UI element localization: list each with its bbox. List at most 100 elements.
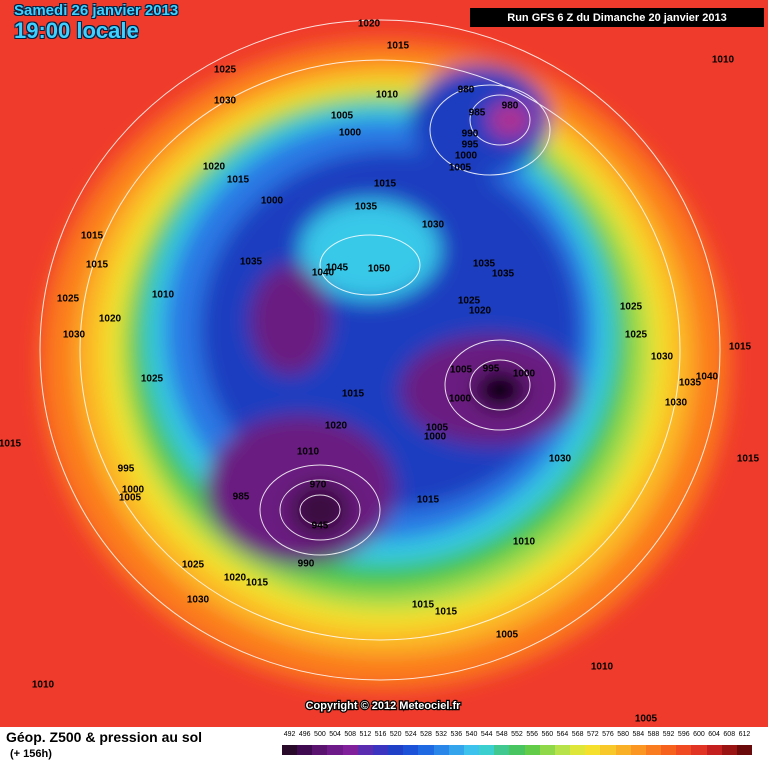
- scale-swatch: [357, 745, 373, 755]
- isobar-label: 1015: [729, 342, 752, 353]
- isobar-label: 1040: [312, 268, 335, 279]
- isobar: [259, 464, 381, 556]
- isobar: [79, 59, 681, 641]
- scale-swatch: [570, 745, 586, 755]
- scale-swatch: [706, 745, 722, 755]
- isobar-label: 1025: [141, 374, 164, 385]
- isobar-label: 1010: [591, 662, 614, 673]
- isobar-label: 1000: [122, 485, 145, 496]
- isobar-label: 1025: [57, 294, 80, 305]
- isobar-label: 1005: [331, 111, 354, 122]
- scale-label: 588: [647, 731, 660, 738]
- scale-label: 592: [662, 731, 675, 738]
- isobar-label: 1005: [119, 493, 142, 504]
- scale-swatch: [736, 745, 752, 755]
- isobar-label: 985: [233, 492, 250, 503]
- isobar-label: 1030: [549, 454, 572, 465]
- scale-swatch: [433, 745, 449, 755]
- scale-label: 520: [389, 731, 402, 738]
- date: Samedi 26 janvier 2013: [14, 2, 179, 19]
- isobar-label: 1000: [261, 196, 284, 207]
- isobar-label: 1020: [469, 306, 492, 317]
- scale-swatch: [388, 745, 404, 755]
- isobar-label: 995: [483, 364, 500, 375]
- scale-label: 536: [450, 731, 463, 738]
- isobar-label: 945: [312, 521, 329, 532]
- scale-swatch: [554, 745, 571, 755]
- band: [410, 65, 550, 175]
- isobar-label: 1010: [513, 537, 536, 548]
- scale-label: 500: [314, 731, 326, 738]
- isobar-label: 990: [462, 129, 479, 140]
- isobar-label: 1025: [182, 560, 205, 571]
- isobar-label: 1015: [435, 607, 458, 618]
- isobar: [299, 494, 341, 526]
- isobar-label: 1015: [417, 495, 440, 506]
- isobar-label: 1030: [214, 96, 237, 107]
- isobar-label: 995: [462, 140, 479, 151]
- isobar-label: 1030: [422, 220, 445, 231]
- scale-swatch: [661, 745, 677, 755]
- scale-swatch: [312, 745, 328, 755]
- band: [300, 200, 440, 300]
- scale-label: 544: [480, 731, 493, 738]
- color-scale: 492 496 500 504 508 512 516 520 524 528 532 536 540 5…: [282, 731, 752, 763]
- isobar-label: 1035: [473, 259, 496, 270]
- scale-label: 560: [541, 731, 554, 738]
- isobar-label: 1010: [376, 90, 399, 101]
- legend-subtitle: (+ 156h): [10, 748, 52, 760]
- isobars: [39, 19, 721, 681]
- isobar-label: 1015: [246, 578, 269, 589]
- scale-label: 532: [435, 731, 448, 738]
- isobar-label: 1015: [374, 179, 397, 190]
- isobar-label: 1015: [412, 600, 435, 611]
- scale-swatch: [342, 745, 358, 755]
- isobar-label: 1010: [32, 680, 55, 691]
- isobar-label: 1030: [665, 398, 688, 409]
- scale-label: 612: [738, 731, 751, 738]
- scale-swatch: [585, 745, 601, 755]
- time: 19:00 locale: [14, 18, 139, 43]
- isobar-label: 1040: [696, 372, 719, 383]
- isobar-label: 1010: [152, 290, 175, 301]
- legend-title: Géop. Z500 & pression au sol: [6, 729, 203, 745]
- scale-label: 540: [465, 731, 478, 738]
- scale-label: 552: [511, 731, 523, 738]
- isobar-label: 980: [502, 101, 519, 112]
- isobar-label: 1000: [339, 128, 362, 139]
- isobar-label: 1050: [368, 264, 391, 275]
- isobar-label: 1010: [712, 55, 735, 66]
- isobar: [444, 339, 556, 431]
- isobar-label: 1035: [679, 378, 702, 389]
- isobar-label: 1005: [635, 714, 658, 725]
- legend-bar: Géop. Z500 & pression au sol (+ 156h) 49…: [0, 727, 768, 768]
- isobar-label: 1020: [224, 573, 247, 584]
- scale-label: 496: [298, 731, 311, 738]
- scale-label: 512: [359, 731, 372, 738]
- scale-swatch: [494, 745, 510, 755]
- scale-swatch: [403, 745, 419, 755]
- scale-swatch: [676, 745, 692, 755]
- band: [250, 265, 330, 375]
- scale-label: 572: [586, 731, 599, 738]
- isobar-label: 1015: [0, 439, 22, 450]
- isobar-label: 1030: [651, 352, 674, 363]
- isobar-label: 970: [310, 480, 327, 491]
- scale-label: 508: [344, 731, 357, 738]
- isobar-label: 1015: [387, 41, 410, 52]
- isobar-label: 1025: [214, 65, 237, 76]
- band: [290, 482, 350, 538]
- isobar: [319, 234, 421, 296]
- scale-swatch: [721, 745, 737, 755]
- run-banner: [470, 8, 764, 27]
- isobar-label: 1000: [424, 432, 447, 443]
- scale-label: 568: [571, 731, 584, 738]
- isobar-label: 1035: [492, 269, 515, 280]
- scale-label: 580: [617, 731, 629, 738]
- scale-swatch: [372, 745, 389, 755]
- isobar-label: 1030: [187, 595, 210, 606]
- map-area: 1020 1015 1025 1030 1010 980 980 985 1005 1000 990…: [0, 0, 768, 727]
- isobar-label: 995: [118, 464, 135, 475]
